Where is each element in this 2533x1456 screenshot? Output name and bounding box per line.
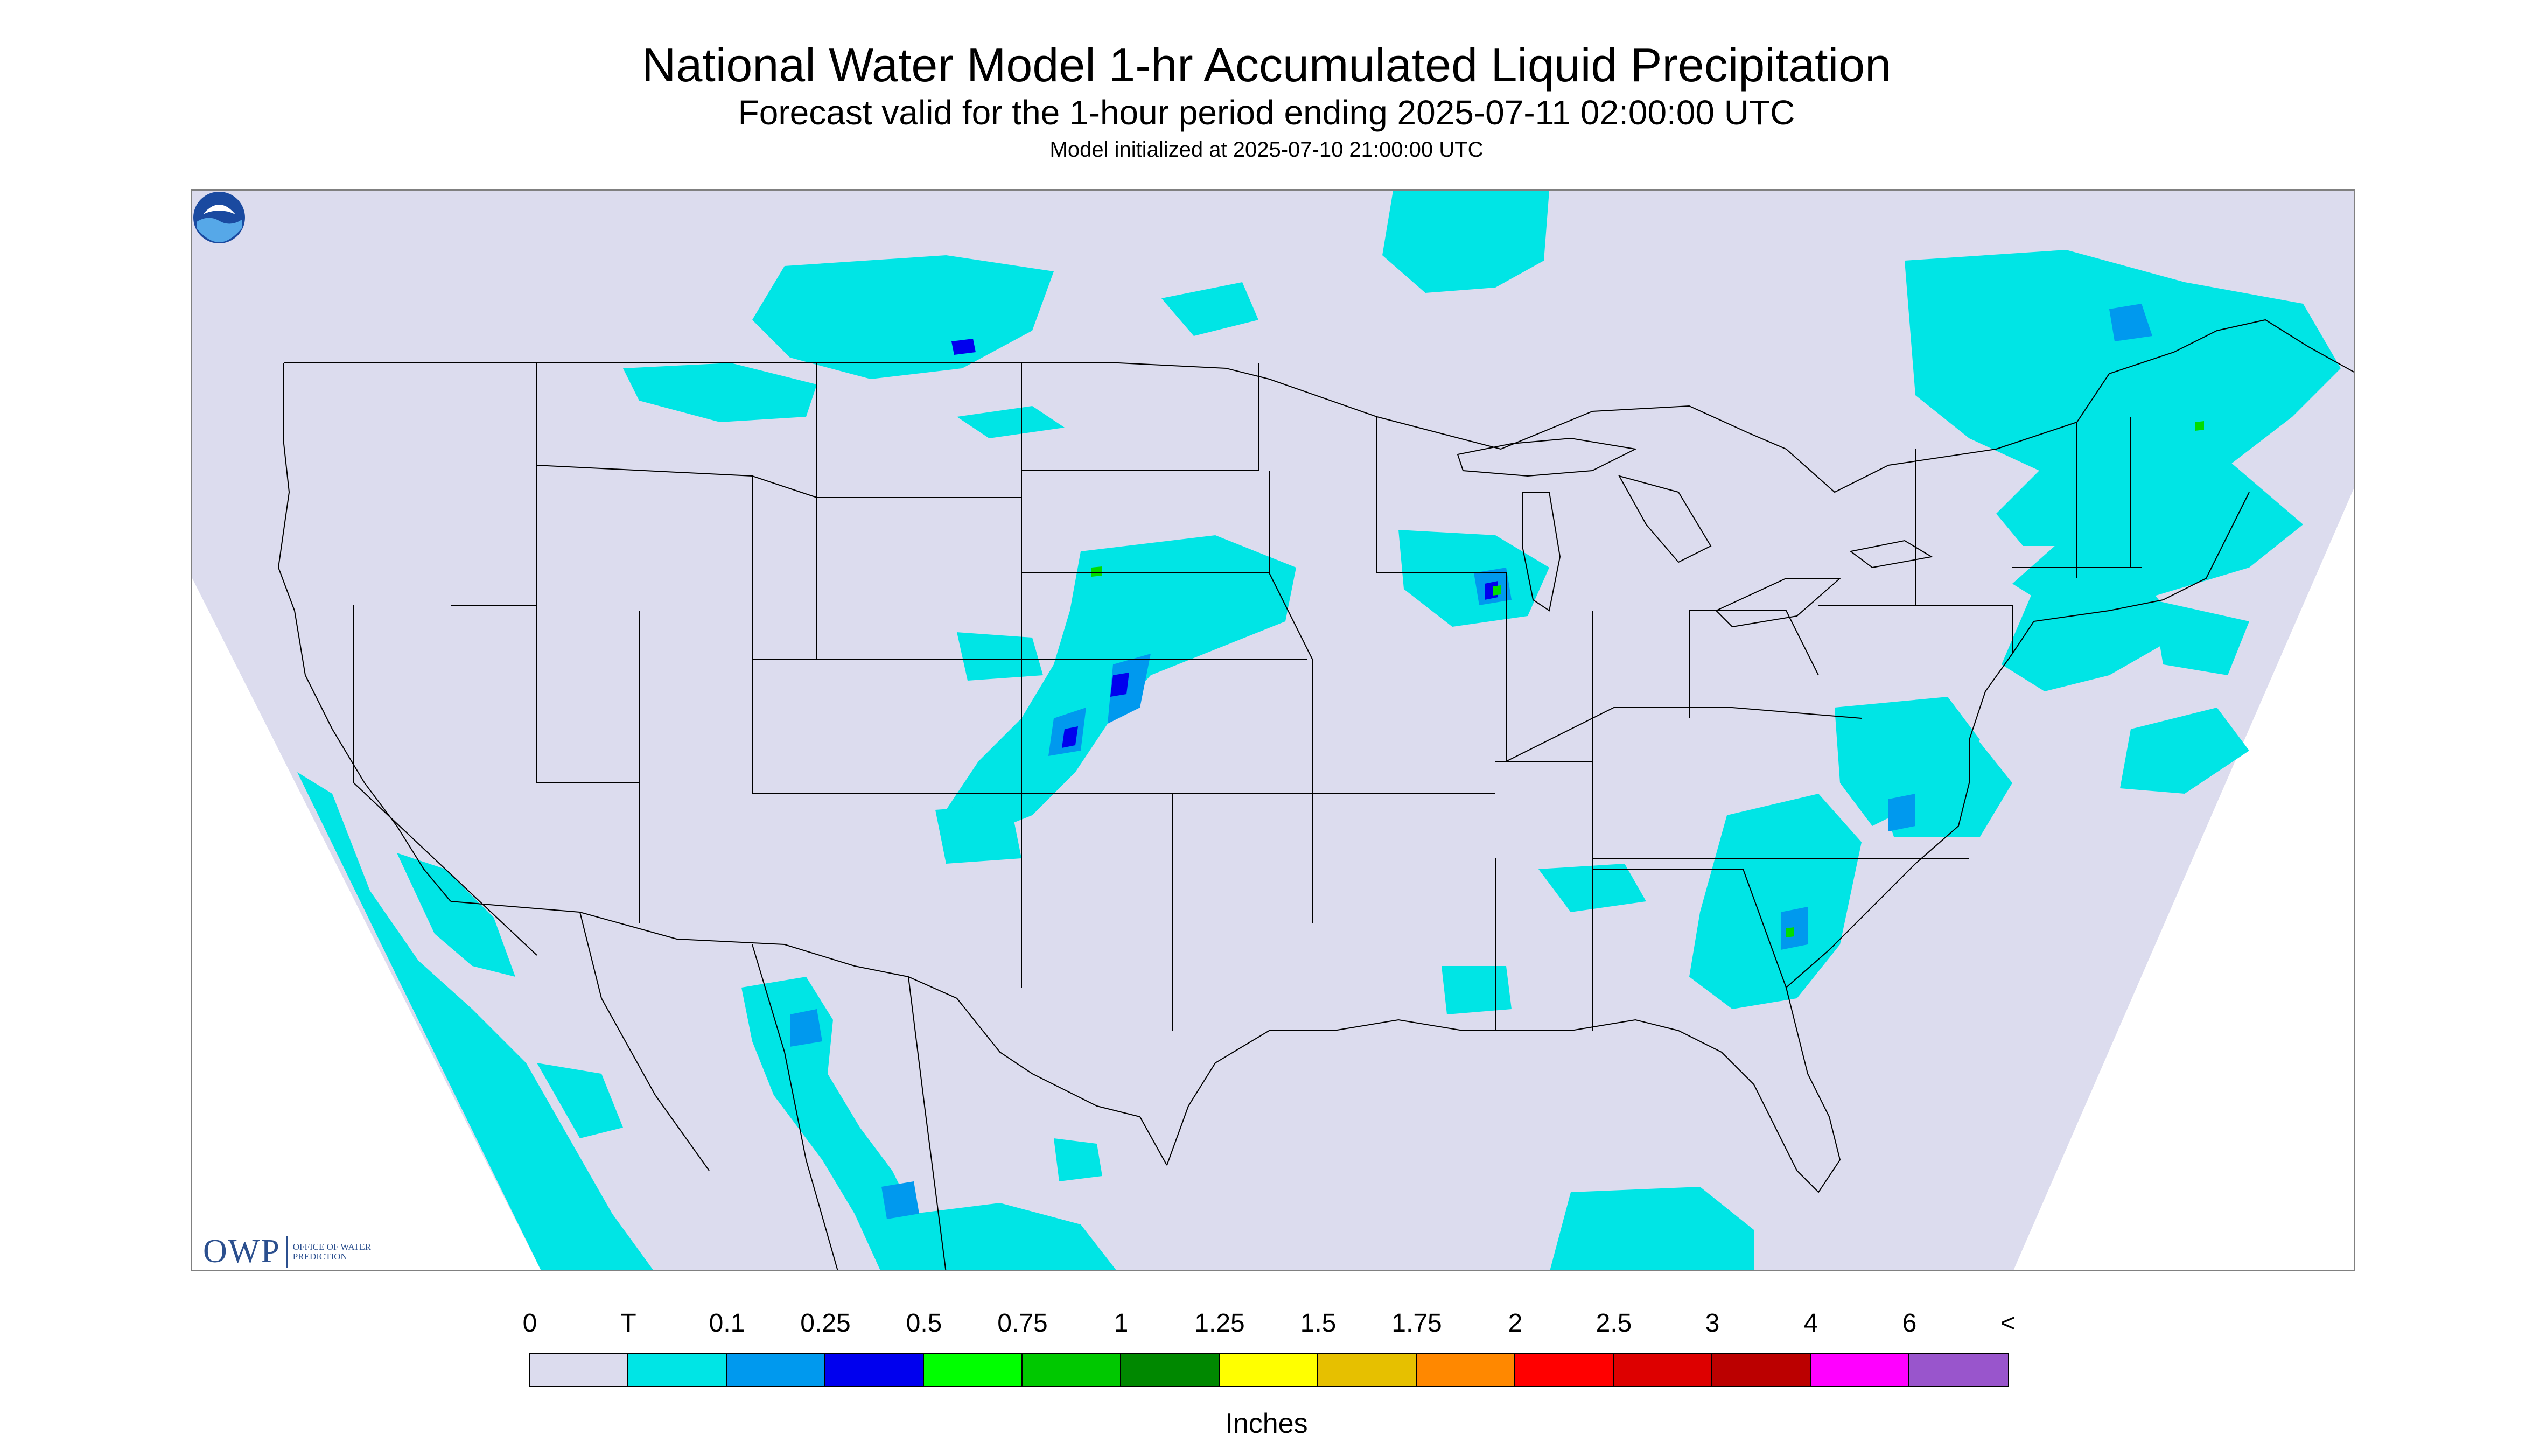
owp-logo-mark: OWP <box>203 1233 281 1270</box>
legend-tick-label: 2.5 <box>1596 1309 1632 1338</box>
legend-tick-label: 0.25 <box>800 1309 851 1338</box>
legend-swatch <box>1712 1354 1811 1386</box>
legend-tick-label: 4 <box>1803 1309 1818 1338</box>
legend-swatch <box>1023 1354 1121 1386</box>
model-domain-area <box>192 191 2354 1270</box>
precip-trace-areas <box>297 191 2341 1270</box>
owp-logo: OWP OFFICE OF WATER PREDICTION <box>203 1233 374 1270</box>
legend-swatch <box>1614 1354 1712 1386</box>
legend-swatch <box>1417 1354 1515 1386</box>
precipitation-map: OWP OFFICE OF WATER PREDICTION <box>191 189 2355 1271</box>
legend-swatch <box>1318 1354 1417 1386</box>
legend-swatch <box>530 1354 628 1386</box>
legend-tick-label: 1.5 <box>1300 1309 1337 1338</box>
legend-swatch <box>924 1354 1023 1386</box>
legend-tick-label: 0 <box>522 1309 537 1338</box>
legend-tick-label: 1 <box>1114 1309 1129 1338</box>
legend-swatch <box>1909 1354 2008 1386</box>
legend-tick-label: 1.25 <box>1194 1309 1245 1338</box>
legend-color-bar <box>529 1353 2009 1387</box>
noaa-logo <box>193 192 245 243</box>
legend-swatch <box>1515 1354 1614 1386</box>
legend-swatch <box>1811 1354 1909 1386</box>
legend-swatch <box>1121 1354 1220 1386</box>
forecast-valid-line: Forecast valid for the 1-hour period end… <box>738 93 1795 132</box>
legend-tick-label: 2 <box>1508 1309 1523 1338</box>
map-canvas <box>192 191 2354 1270</box>
legend-tick-label: 3 <box>1705 1309 1720 1338</box>
state-and-country-boundaries <box>277 319 2354 1270</box>
owp-logo-text: OFFICE OF WATER PREDICTION <box>292 1241 371 1262</box>
legend-tick-label: 1.75 <box>1391 1309 1442 1338</box>
noaa-logo-gull <box>203 205 235 214</box>
legend-tick-label: 0.75 <box>997 1309 1048 1338</box>
legend-swatch <box>1220 1354 1318 1386</box>
legend-tick-label: 0.5 <box>906 1309 942 1338</box>
legend-tick-label: 6 <box>1902 1309 1917 1338</box>
legend-swatch <box>727 1354 825 1386</box>
legend-tick-label: < <box>2000 1309 2016 1338</box>
model-init-line: Model initialized at 2025-07-10 21:00:00… <box>1049 138 1484 162</box>
legend-tick-label: T <box>620 1309 636 1338</box>
legend-tick-label: 0.1 <box>709 1309 745 1338</box>
noaa-logo-wave <box>197 218 242 242</box>
owp-logo-divider <box>285 1236 288 1268</box>
legend-swatch <box>628 1354 727 1386</box>
legend-swatch <box>825 1354 924 1386</box>
map-title: National Water Model 1-hr Accumulated Li… <box>641 38 1892 92</box>
precip-highlight-areas <box>1091 421 2204 937</box>
legend-units-label: Inches <box>1225 1408 1308 1439</box>
